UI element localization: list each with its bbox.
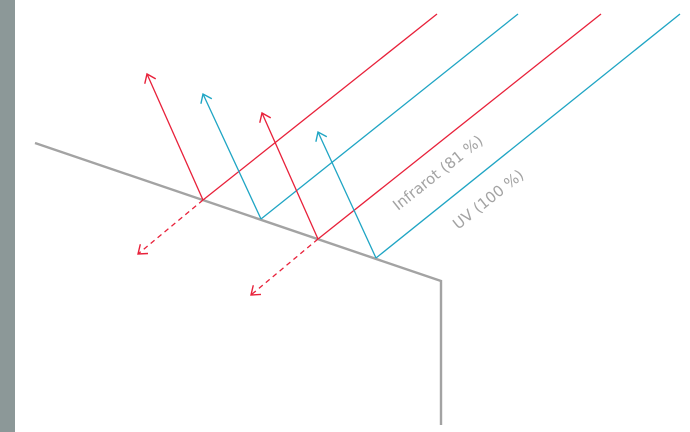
infrared-transmitted-ray-2 (250, 238, 319, 296)
uv-label: UV (100 %) (449, 166, 527, 233)
infrared-reflected-ray-2 (259, 111, 319, 240)
infrared-incoming-ray-1 (202, 13, 438, 201)
surface-line (34, 141, 443, 425)
uv-reflected-ray-1 (200, 92, 262, 220)
uv-incoming-ray-2 (375, 13, 681, 259)
side-bar (0, 0, 15, 432)
uv-incoming-ray-1 (260, 13, 519, 220)
uv-reflected-ray-2 (315, 130, 377, 259)
infrared-incoming-ray-2 (317, 13, 602, 240)
infrared-transmitted-ray-1 (137, 199, 204, 255)
infrared-reflected-ray-1 (144, 72, 204, 201)
